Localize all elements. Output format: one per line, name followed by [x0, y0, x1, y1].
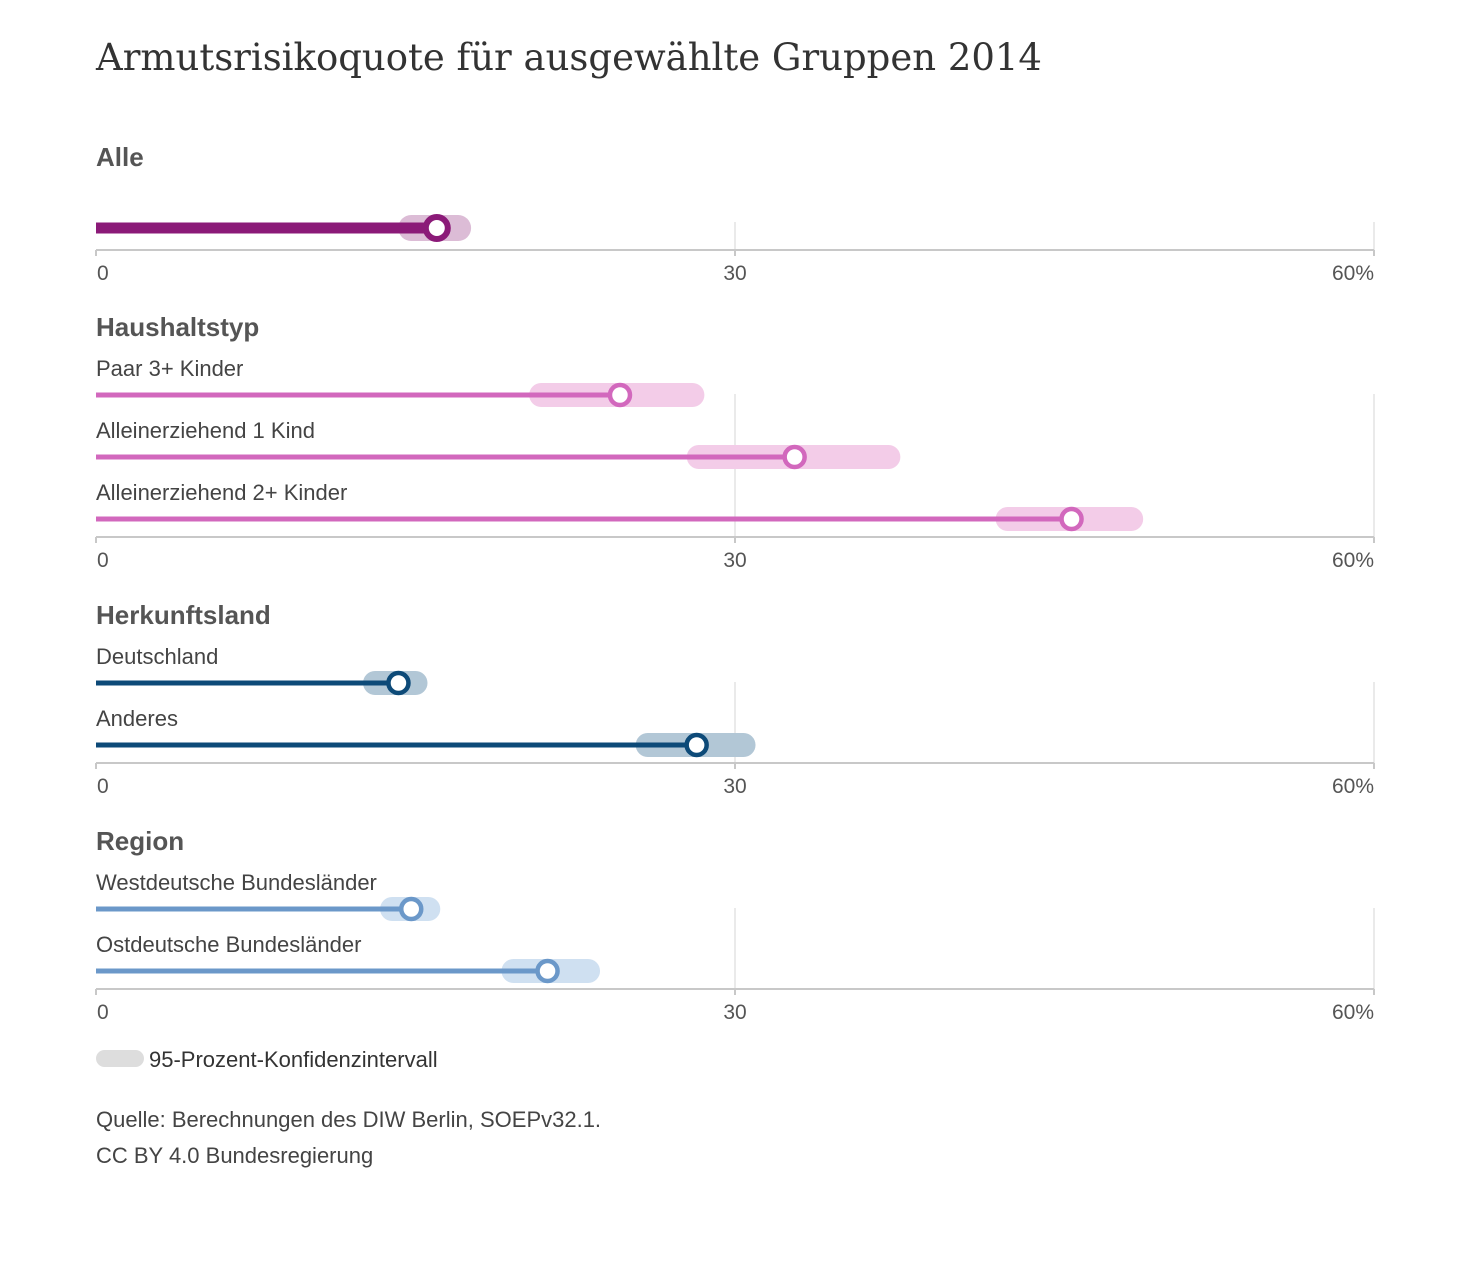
value-dot: [607, 382, 633, 408]
data-row: Alleinerziehend 2+ Kinder: [96, 480, 1144, 532]
x-tick-label: 30: [723, 775, 746, 798]
value-dot: [782, 444, 807, 470]
data-row: Alleinerziehend 1 Kind: [96, 418, 901, 470]
section-title: Alle: [96, 142, 144, 172]
row-label: Deutschland: [96, 644, 218, 669]
x-tick-label: 60%: [1332, 1001, 1374, 1024]
row-label: Ostdeutsche Bundesländer: [96, 932, 361, 957]
row-label: Westdeutsche Bundesländer: [96, 870, 377, 895]
data-row: Anderes: [96, 706, 756, 758]
x-tick-label: 60%: [1332, 549, 1374, 572]
legend: 95-Prozent-Konfidenzintervall: [96, 1047, 438, 1072]
legend-swatch: [96, 1050, 144, 1067]
value-dot: [386, 670, 411, 696]
chart-title: Armutsrisikoquote für ausgewählte Gruppe…: [95, 36, 1042, 79]
group-3: Region 0 30 60% Westdeutsche Bundesländer Ost…: [95, 826, 1375, 1024]
row-label: Paar 3+ Kinder: [96, 356, 243, 381]
x-tick-label: 0: [97, 1001, 109, 1024]
x-tick-label: 0: [97, 775, 109, 798]
x-tick-label: 30: [723, 1001, 746, 1024]
x-tick-label: 0: [97, 549, 109, 572]
value-dot: [422, 214, 451, 242]
x-tick-label: 60%: [1332, 775, 1374, 798]
x-tick-label: 60%: [1332, 262, 1374, 285]
value-dot: [1059, 506, 1084, 532]
section-title: Haushaltstyp: [96, 312, 259, 342]
source-line: Quelle: Berechnungen des DIW Berlin, SOE…: [96, 1107, 601, 1132]
row-label: Anderes: [96, 706, 178, 731]
section-title: Herkunftsland: [96, 600, 271, 630]
value-dot: [535, 958, 560, 984]
legend-label: 95-Prozent-Konfidenzintervall: [149, 1047, 438, 1072]
x-tick-label: 0: [97, 262, 109, 285]
row-label: Alleinerziehend 2+ Kinder: [96, 480, 347, 505]
data-row: Deutschland: [96, 644, 428, 696]
group-0: Alle 0 30 60%: [95, 142, 1375, 285]
x-tick-label: 30: [723, 262, 746, 285]
groups-layer: Alle 0 30 60% Haushaltstyp 0 30 60% Paar 3+ Kind…: [95, 142, 1375, 1024]
data-row: Westdeutsche Bundesländer: [96, 870, 441, 922]
group-2: Herkunftsland 0 30 60% Deutschland Anderes: [95, 600, 1375, 798]
section-title: Region: [96, 826, 184, 856]
data-row: Ostdeutsche Bundesländer: [96, 932, 601, 984]
source-notes: Quelle: Berechnungen des DIW Berlin, SOE…: [96, 1107, 601, 1168]
data-row: Paar 3+ Kinder: [96, 356, 705, 408]
value-dot: [684, 732, 709, 758]
data-row: [96, 214, 472, 242]
x-tick-label: 30: [723, 549, 746, 572]
value-dot: [398, 896, 424, 922]
license-line: CC BY 4.0 Bundesregierung: [96, 1143, 373, 1168]
group-1: Haushaltstyp 0 30 60% Paar 3+ Kinder Alleiner…: [95, 312, 1375, 572]
row-label: Alleinerziehend 1 Kind: [96, 418, 315, 443]
